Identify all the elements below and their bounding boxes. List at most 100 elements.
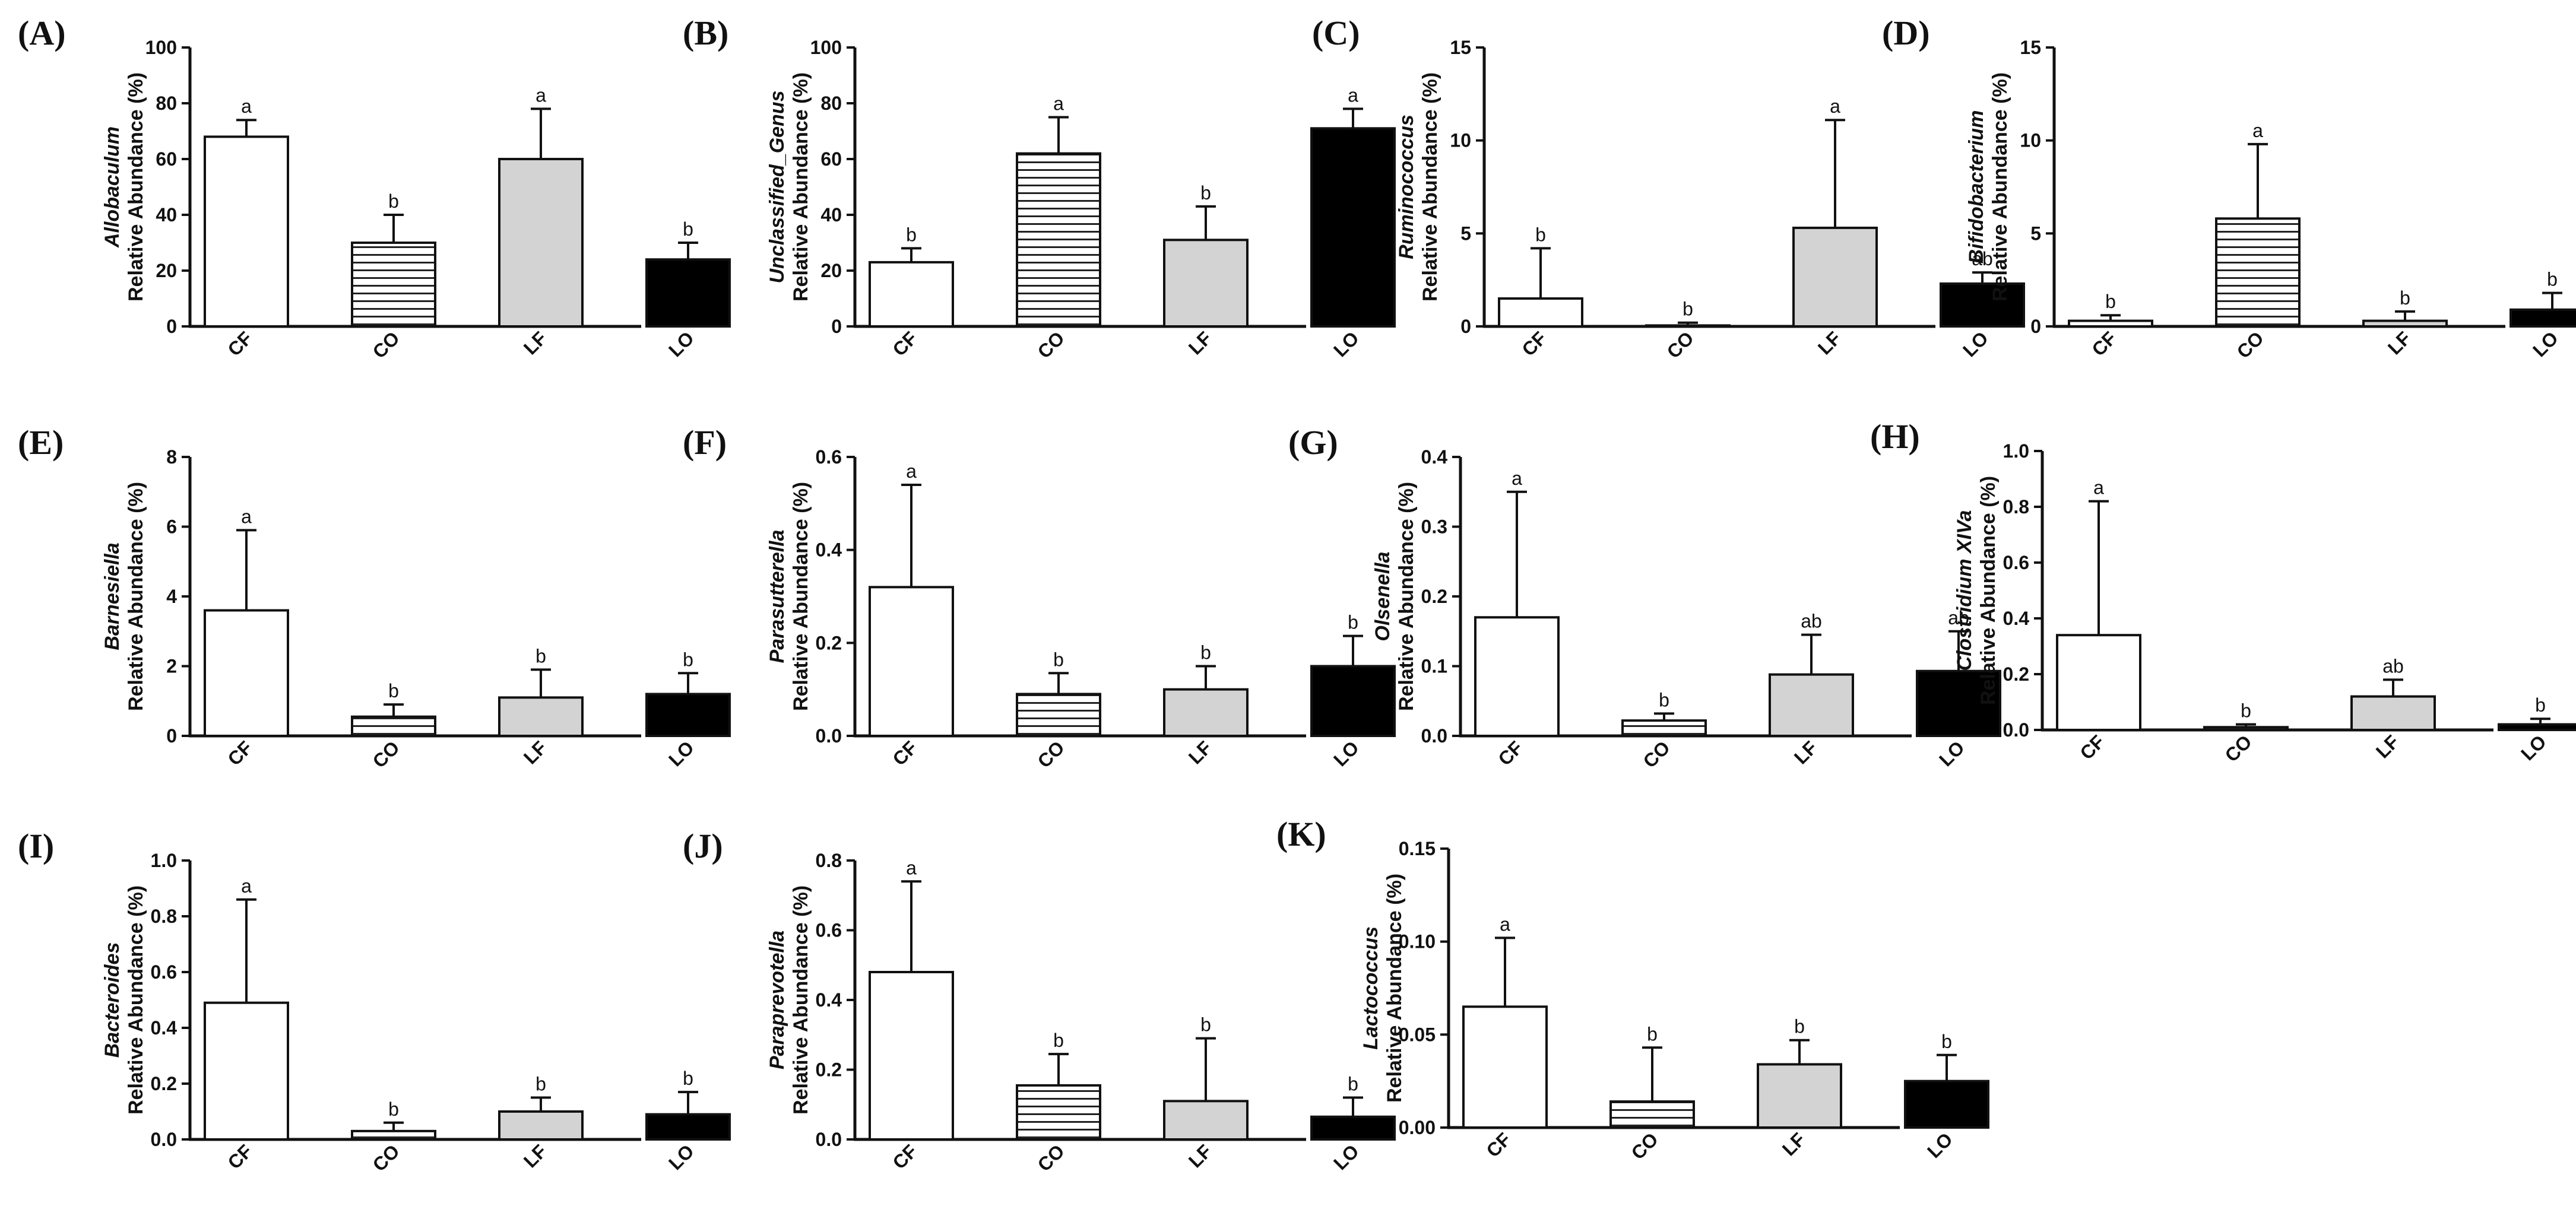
bar-lo xyxy=(645,693,731,737)
y-tick-label: 80 xyxy=(156,93,177,114)
y-tick-label: 6 xyxy=(166,516,177,538)
bar-cf xyxy=(869,971,954,1141)
bar-cf xyxy=(1474,616,1560,737)
panel-g: (G) Olsenella Relative Abundance (%) 0.0 0.1… xyxy=(1270,421,2001,825)
x-tick-label: CO xyxy=(1034,1140,1069,1175)
bar-lo xyxy=(1310,127,1396,328)
y-tick-label: 60 xyxy=(820,148,842,170)
significance-label: b xyxy=(1200,1014,1211,1036)
x-tick-label: LF xyxy=(1778,1128,1810,1160)
y-tick-label: 0.6 xyxy=(151,961,177,983)
y-tick-label: 0.10 xyxy=(1399,931,1436,952)
bar-lf xyxy=(1163,1100,1249,1141)
bar-cf xyxy=(869,261,954,328)
x-tick-label: LF xyxy=(519,736,551,768)
panel-letter: (I) xyxy=(18,827,54,865)
x-tick-label: CO xyxy=(369,1140,404,1175)
significance-label: a xyxy=(1348,84,1358,106)
y-tick-label: 0.1 xyxy=(1421,656,1447,677)
bar-lf xyxy=(1792,226,1878,328)
y-tick-label: 0.8 xyxy=(2003,496,2029,517)
significance-label: a xyxy=(1500,913,1510,935)
y-tick-label: 10 xyxy=(1450,130,1471,151)
y-tick-label: 0.05 xyxy=(1399,1024,1436,1045)
y-tick-label: 10 xyxy=(2020,130,2041,151)
y-tick-label: 1.0 xyxy=(2003,440,2029,462)
y-tick-label: 1.0 xyxy=(151,850,177,871)
x-tick-label: CF xyxy=(2076,731,2109,764)
chart-svg: (B) Unclassified_Genus Relative Abundance … xyxy=(683,14,1396,363)
x-tick-label: CO xyxy=(1663,327,1698,362)
significance-label: b xyxy=(1683,299,1693,320)
bar-lo xyxy=(1904,1079,1989,1129)
significance-label: b xyxy=(388,190,399,212)
y-tick-label: 2 xyxy=(166,656,177,677)
bar-cf xyxy=(869,586,954,738)
y-tick-label: 0 xyxy=(166,725,177,747)
significance-label: b xyxy=(1348,1074,1358,1095)
significance-label: a xyxy=(2093,477,2104,498)
y-tick-label: 0.00 xyxy=(1399,1117,1436,1138)
chart-svg: (K) Lactococcus Relative Abundance (%) 0.00… xyxy=(1276,815,1989,1164)
x-tick-label: CO xyxy=(1034,736,1069,771)
x-tick-label: CO xyxy=(1627,1128,1662,1163)
panel-f: (F) Parasutterella Relative Abundance (%) 0… xyxy=(665,421,1396,825)
y-tick-label: 0.0 xyxy=(2003,719,2029,741)
significance-label: b xyxy=(1200,182,1211,204)
y-axis-genus-label: Parasutterella xyxy=(766,530,788,663)
x-tick-label: CF xyxy=(888,1140,921,1173)
y-tick-label: 0.2 xyxy=(816,1059,842,1081)
x-tick-label: CO xyxy=(369,327,404,362)
x-tick-label: CF xyxy=(1517,327,1551,360)
y-axis-label: Relative Abundance (%) xyxy=(790,72,812,301)
panel-letter: (K) xyxy=(1276,815,1326,853)
bar-co xyxy=(2215,217,2301,328)
bar-co xyxy=(1016,152,1101,328)
significance-label: b xyxy=(2241,700,2251,722)
y-tick-label: 0.8 xyxy=(151,906,177,927)
panel-letter: (E) xyxy=(18,423,64,462)
x-tick-label: LF xyxy=(1184,1140,1216,1171)
significance-label: a xyxy=(2252,120,2263,141)
y-axis-label: Relative Abundance (%) xyxy=(1419,72,1441,301)
bar-co xyxy=(2203,726,2289,731)
y-tick-label: 8 xyxy=(166,446,177,468)
y-axis-genus-label: Lactococcus xyxy=(1360,926,1382,1050)
significance-label: b xyxy=(906,224,917,245)
y-axis-genus-label: Ruminococcus xyxy=(1395,115,1418,259)
significance-label: a xyxy=(241,96,252,117)
x-tick-label: CO xyxy=(1034,327,1069,362)
bar-co xyxy=(351,242,436,328)
bar-lo xyxy=(2510,308,2576,328)
bar-co xyxy=(1621,719,1707,737)
bar-co xyxy=(1016,1084,1101,1141)
bar-cf xyxy=(2056,634,2141,732)
bar-lo xyxy=(2498,723,2576,731)
bar-cf xyxy=(1462,1005,1548,1129)
significance-label: b xyxy=(1941,1031,1952,1052)
bar-lf xyxy=(1769,673,1854,738)
significance-label: b xyxy=(388,1098,399,1120)
x-tick-label: CO xyxy=(369,736,404,771)
y-axis-genus-label: Olsenella xyxy=(1371,551,1394,641)
significance-label: a xyxy=(1830,96,1840,117)
significance-label: b xyxy=(683,1068,693,1089)
bar-cf xyxy=(204,135,289,328)
significance-label: a xyxy=(906,461,917,482)
y-tick-label: 40 xyxy=(820,204,842,226)
y-axis-genus-label: Bifidobacterium xyxy=(1965,110,1988,264)
y-tick-label: 20 xyxy=(820,260,842,281)
x-tick-label: CF xyxy=(888,736,921,770)
chart-svg: (F) Parasutterella Relative Abundance (%)0… xyxy=(683,423,1396,772)
significance-label: b xyxy=(1535,224,1546,245)
panel-k: (K) Lactococcus Relative Abundance (%) 0.00… xyxy=(1259,813,1989,1217)
y-axis-label: Relative Abundance (%) xyxy=(125,885,147,1114)
x-tick-label: LF xyxy=(1184,327,1216,358)
panel-letter: (C) xyxy=(1312,14,1360,52)
bar-lf xyxy=(1163,688,1249,737)
significance-label: b xyxy=(2105,291,2116,312)
bar-lf xyxy=(2362,319,2448,328)
bar-cf xyxy=(204,609,289,737)
y-tick-label: 0.4 xyxy=(816,989,842,1011)
bar-cf xyxy=(1498,297,1583,328)
